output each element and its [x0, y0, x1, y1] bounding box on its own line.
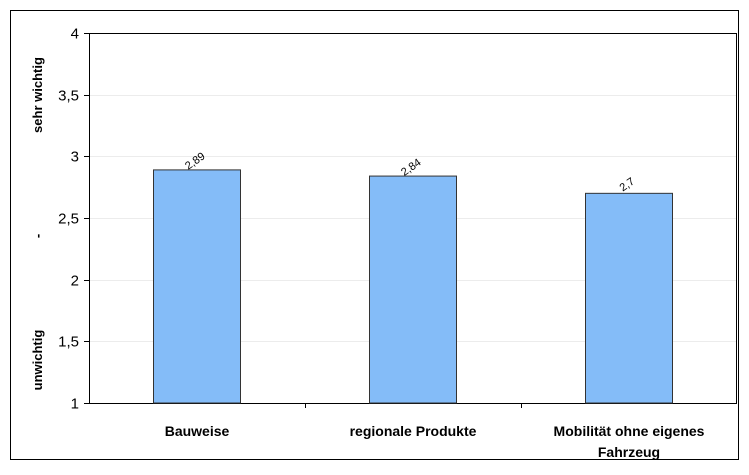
bar — [153, 169, 241, 404]
y-label-bottom: unwichtig — [30, 330, 45, 391]
y-tick-label: 1 — [71, 396, 79, 413]
y-label-top: sehr wichtig — [30, 57, 45, 133]
bar — [369, 175, 457, 404]
y-label-middle: - — [30, 234, 45, 238]
y-tick-label: 2,5 — [58, 211, 79, 228]
y-tick-label: 2 — [71, 273, 79, 290]
y-tick-label: 4 — [71, 26, 79, 43]
x-category-label: Bauweise — [165, 423, 230, 439]
y-tick-label: 3 — [71, 149, 79, 166]
axes — [84, 33, 737, 408]
bar — [585, 192, 673, 404]
bars — [153, 169, 673, 404]
y-tick-label: 1,5 — [58, 334, 79, 351]
x-category-label: Mobilität ohne eigenes — [554, 423, 705, 439]
x-category-label: regionale Produkte — [350, 423, 477, 439]
y-tick-label: 3,5 — [58, 88, 79, 105]
x-category-label: Fahrzeug — [598, 444, 660, 460]
plot-area-frame — [89, 33, 737, 404]
